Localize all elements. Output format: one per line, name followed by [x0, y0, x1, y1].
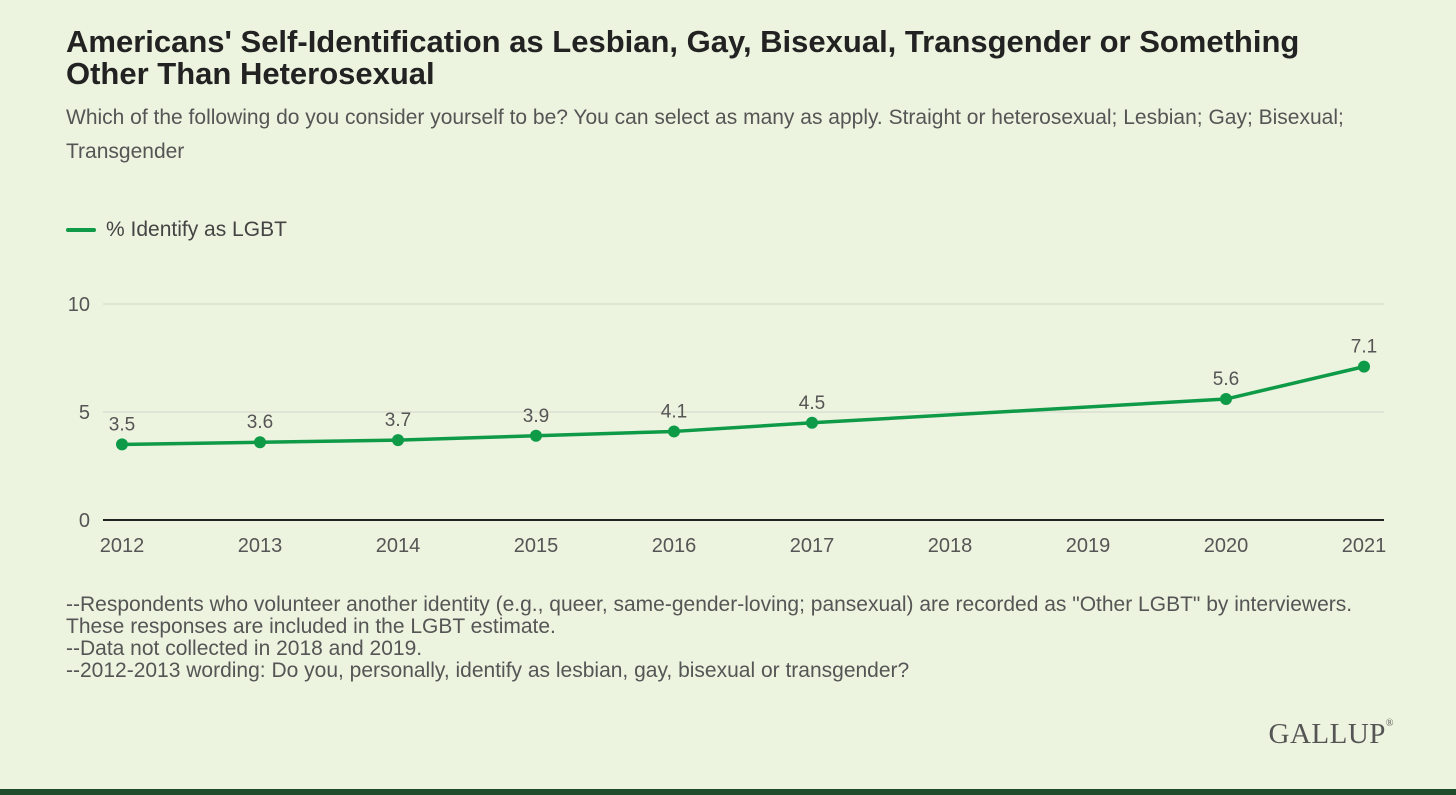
- data-label: 5.6: [1213, 369, 1239, 390]
- gallup-logo-text: GALLUP: [1268, 718, 1386, 750]
- data-label: 3.5: [109, 414, 135, 435]
- data-label: 3.6: [247, 412, 273, 433]
- data-point: [254, 436, 266, 449]
- x-tick-label: 2018: [928, 535, 973, 557]
- bottom-border: [0, 789, 1456, 795]
- registered-mark-icon: ®: [1385, 718, 1394, 729]
- x-tick-label: 2014: [376, 535, 421, 557]
- data-point: [530, 429, 542, 442]
- data-label: 4.1: [661, 401, 687, 422]
- data-point: [392, 434, 404, 447]
- legend-label: % Identify as LGBT: [106, 218, 287, 241]
- series-line: [120, 364, 1366, 447]
- data-point: [1358, 360, 1370, 373]
- x-tick-label: 2015: [514, 535, 559, 557]
- legend-line-swatch: [66, 228, 96, 232]
- x-tick-label: 2016: [652, 535, 697, 557]
- note-other-lgbt: --Respondents who volunteer another iden…: [66, 593, 1353, 638]
- data-point: [668, 425, 680, 438]
- data-point: [116, 438, 128, 451]
- y-tick-label: 5: [79, 402, 90, 424]
- x-tick-label: 2017: [790, 535, 835, 557]
- y-tick-label: 0: [79, 510, 90, 532]
- data-label: 7.1: [1351, 337, 1377, 358]
- x-tick-label: 2020: [1204, 535, 1249, 557]
- legend: % Identify as LGBT: [66, 216, 287, 244]
- x-tick-label: 2021: [1342, 535, 1387, 557]
- data-point: [806, 416, 818, 429]
- x-tick-label: 2013: [238, 535, 283, 557]
- data-point: [1220, 393, 1232, 406]
- chart-notes: --Respondents who volunteer another iden…: [66, 594, 1366, 682]
- chart-title: Americans' Self-Identification as Lesbia…: [66, 24, 1300, 91]
- data-label: 3.7: [385, 410, 411, 431]
- x-tick-label: 2019: [1066, 535, 1111, 557]
- chart-subtitle: Which of the following do you consider y…: [66, 106, 1344, 163]
- data-label: 3.9: [523, 406, 549, 427]
- x-tick-label: 2012: [100, 535, 145, 557]
- note-data-gap: --Data not collected in 2018 and 2019.: [66, 637, 423, 660]
- y-tick-label: 10: [68, 294, 90, 316]
- data-label: 4.5: [799, 393, 825, 414]
- note-wording: --2012-2013 wording: Do you, personally,…: [66, 659, 910, 682]
- gallup-logo: GALLUP®: [1269, 718, 1395, 751]
